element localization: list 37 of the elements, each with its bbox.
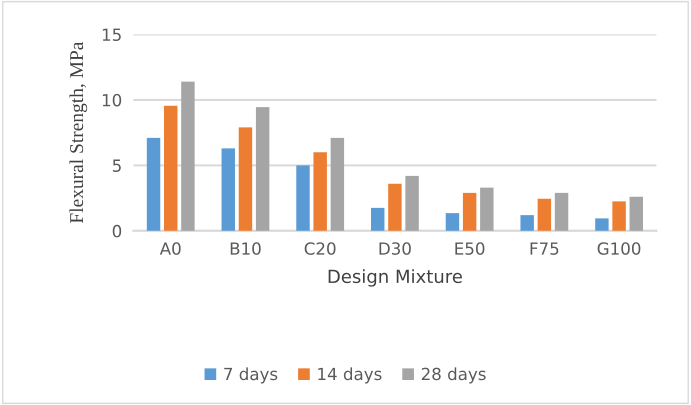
bar: [388, 184, 402, 231]
bar: [238, 127, 252, 231]
x-tick-label: C20: [304, 242, 336, 255]
x-tick-label: F75: [530, 242, 558, 255]
bar: [462, 192, 476, 231]
bar: [370, 208, 384, 231]
bar: [480, 188, 494, 231]
bar: [446, 213, 460, 231]
y-tick-label: 5: [112, 160, 121, 172]
x-tick-label: A0: [160, 242, 181, 255]
bar: [181, 82, 195, 231]
y-tick-label: 15: [102, 28, 121, 41]
bar: [146, 138, 160, 231]
bar: [330, 138, 344, 231]
bar: [222, 148, 235, 231]
y-tick-label: 0: [112, 224, 122, 238]
legend-label: 28 days: [422, 367, 486, 384]
bar: [405, 176, 419, 231]
bar: [612, 201, 626, 231]
bar: [164, 106, 178, 231]
legend-label: 7 days: [224, 367, 278, 384]
x-tick-label: G100: [598, 242, 640, 255]
bar: [554, 192, 568, 231]
bar: [630, 196, 643, 231]
x-tick-label: E50: [455, 242, 484, 255]
y-axis-title: Flexural Strength, MPa: [69, 42, 88, 224]
y-tick-label: 10: [102, 94, 122, 106]
bar: [256, 107, 270, 231]
legend-label: 14 days: [318, 367, 382, 384]
bar: [520, 215, 534, 231]
bar: [538, 198, 552, 231]
bar: [296, 165, 310, 231]
x-tick-label: D30: [380, 242, 411, 255]
bar: [313, 152, 327, 231]
bar: [595, 218, 609, 231]
x-tick-label: B10: [230, 242, 261, 255]
x-axis-title: Design Mixture: [328, 269, 462, 287]
